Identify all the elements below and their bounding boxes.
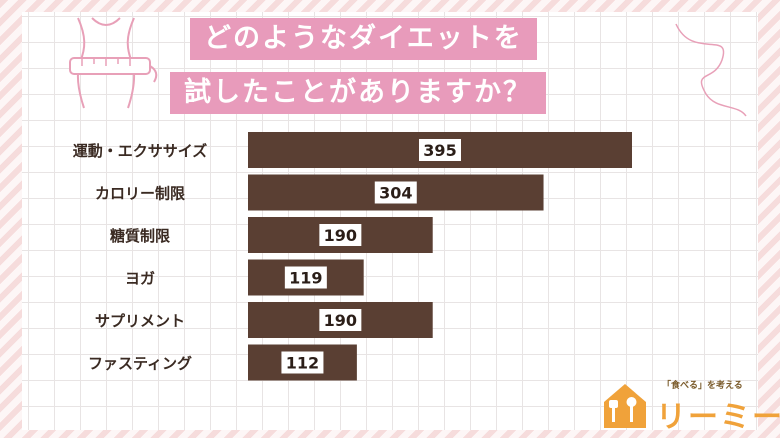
value-label: 190 [324,311,357,330]
decorative-swirl [675,23,747,117]
body-measure-illustration [69,17,158,109]
value-label: 395 [423,141,456,160]
title-line-2: 試したことがありますか？ [170,72,546,114]
value-label: 119 [289,269,322,288]
title-line-1: どのようなダイエットを [190,18,537,60]
value-label-box [319,309,362,331]
category-label: 糖質制限 [110,227,170,245]
value-label-box [374,181,417,204]
value-label-box [319,224,362,246]
logo-name: リーミー [656,400,780,435]
category-label: ファスティング [88,355,192,373]
value-label-box [281,351,324,374]
value-label-box [284,266,327,289]
category-label: カロリー制限 [95,185,185,203]
category-label: ヨガ [125,270,155,288]
value-label: 112 [286,354,319,373]
house-utensils-logo-icon [604,384,646,428]
value-label-box [419,139,461,161]
category-label: 運動・エクササイズ [73,142,208,160]
category-label: サプリメント [95,312,185,330]
logo-tagline: 「食べる」を考える [662,381,743,391]
value-label: 304 [379,184,412,203]
value-label: 190 [324,226,357,245]
